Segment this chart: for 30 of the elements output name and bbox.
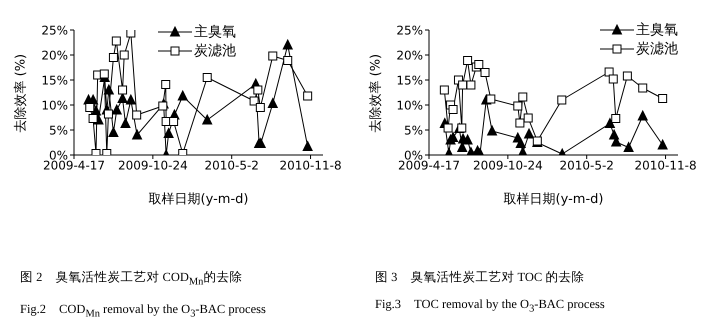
y-axis-title: 去除效率 (%)	[12, 54, 29, 132]
y-axis-title: 去除效率 (%)	[368, 54, 384, 132]
x-tick-label: 2010-5-2	[204, 158, 259, 173]
y-tick-label: 10%	[41, 98, 68, 112]
y-tick-label: 5%	[48, 123, 68, 138]
legend-label: 炭滤池	[194, 42, 236, 60]
x-tick-label: 2009-4-17	[42, 158, 106, 173]
caption: Fig.2 COD$_{Mn}$ removal by the O$_{3}$-BAC process	[20, 300, 267, 321]
caption: 图 3 臭氧活性炭工艺对 TOC 的去除	[375, 269, 586, 286]
y-tick-label: 25%	[396, 23, 423, 38]
y-tick-label: 20%	[41, 48, 68, 62]
y-tick-label: 10%	[396, 98, 423, 112]
legend-label: 炭滤池	[636, 40, 678, 58]
y-tick-label: 20%	[396, 48, 423, 62]
caption: Fig.3 TOC removal by the O$_{3}$-BAC process	[375, 296, 606, 316]
legend-label: 主臭氧	[194, 22, 236, 40]
y-tick-label: 5%	[404, 123, 423, 138]
x-tick-label: 2009-10-24	[472, 158, 543, 173]
x-tick-label: 2009-10-24	[118, 158, 188, 173]
x-tick-label: 2010-11-8	[634, 158, 697, 173]
x-axis-title: 取样日期(y-m-d)	[148, 192, 248, 207]
x-axis-title: 取样日期(y-m-d)	[504, 192, 604, 207]
caption: 图 2 臭氧活性炭工艺对 COD$_{Mn}$的去除	[20, 269, 244, 290]
x-tick-label: 2009-4-17	[398, 158, 460, 173]
y-tick-label: 15%	[41, 73, 68, 88]
x-tick-label: 2010-11-8	[279, 158, 342, 173]
y-tick-label: 25%	[41, 23, 68, 38]
y-tick-label: 15%	[396, 73, 423, 88]
x-tick-label: 2010-5-2	[559, 158, 614, 173]
legend-label: 主臭氧	[636, 20, 678, 38]
